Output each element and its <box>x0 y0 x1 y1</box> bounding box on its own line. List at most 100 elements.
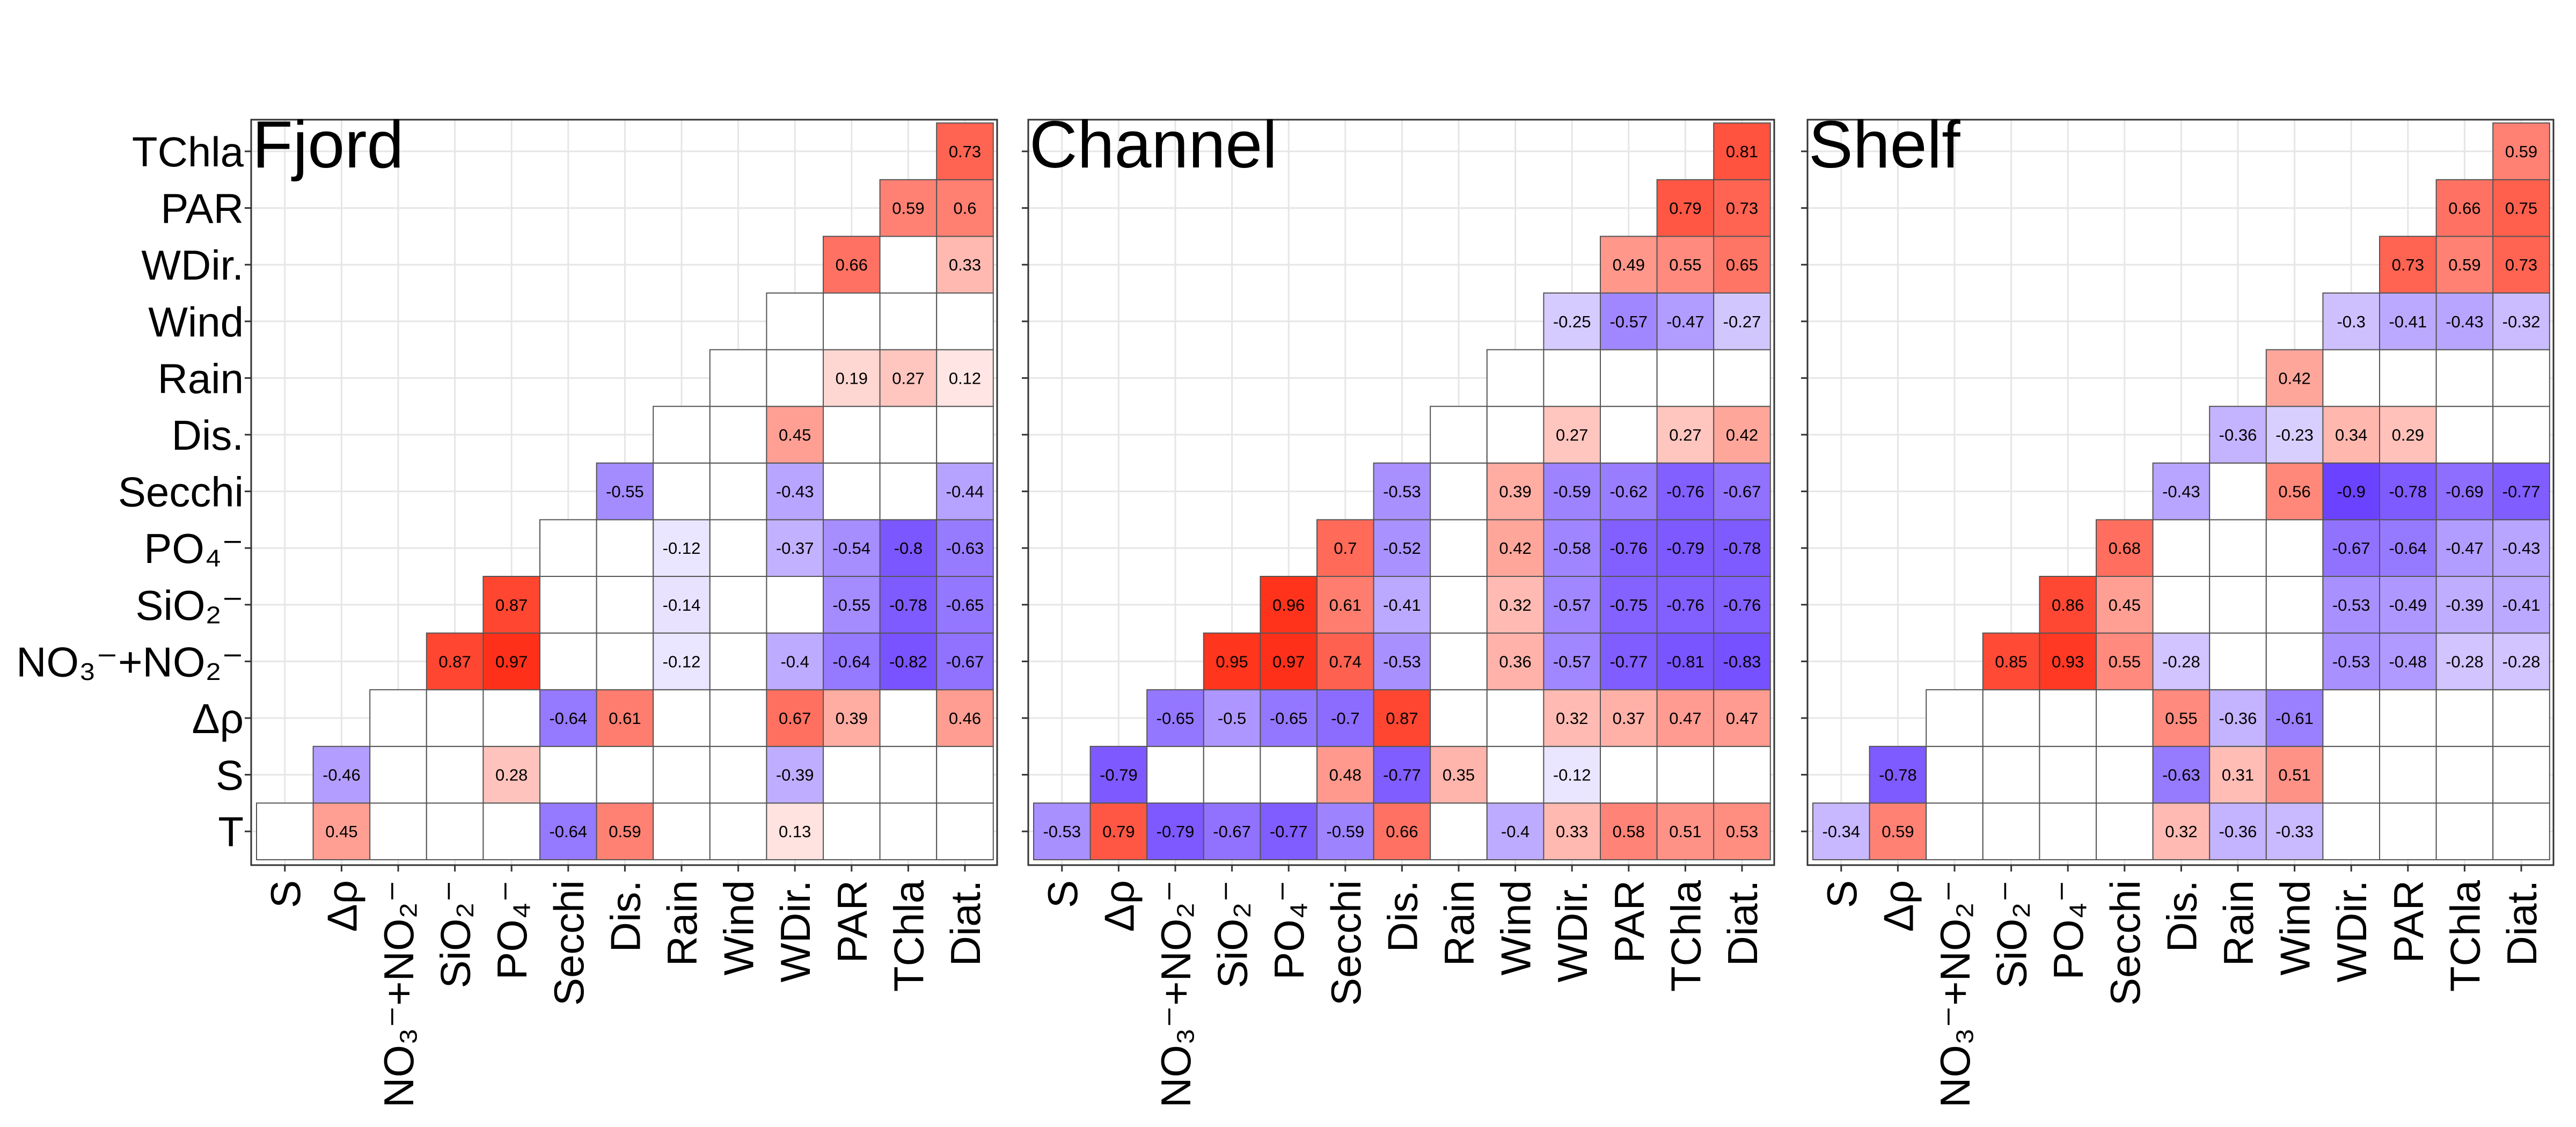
correlation-cell <box>1486 632 1545 691</box>
cell-value-label: -0.34 <box>1822 822 1860 841</box>
empty-cell <box>709 519 767 577</box>
correlation-cell <box>1316 632 1374 691</box>
cell-value-label: -0.59 <box>1553 482 1591 501</box>
cell-value-label: -0.77 <box>1609 652 1648 671</box>
empty-cell <box>2492 802 2550 861</box>
cell-value-label: 0.32 <box>1556 709 1588 728</box>
cell-value-label: 0.13 <box>779 822 811 841</box>
correlation-cell <box>312 745 371 804</box>
panel-shelf: -0.34 0.59 0.32 -0.36 -0.33 -0.78 -0.63 0.31 0.5… <box>1801 108 2555 1108</box>
x-axis-label: WDir. <box>2328 880 2375 983</box>
empty-cell <box>1430 576 1488 634</box>
correlation-cell <box>2152 462 2211 521</box>
cell-value-label: -0.4 <box>1501 822 1529 841</box>
empty-cell <box>1486 349 1545 407</box>
correlation-cell <box>653 519 711 577</box>
cell-value-label: -0.65 <box>1157 709 1195 728</box>
x-axis-label: S <box>1818 880 1865 908</box>
cell-value-label: -0.79 <box>1666 539 1704 558</box>
correlation-cell <box>1543 462 1601 521</box>
empty-cell <box>596 576 654 634</box>
cell-value-label: -0.55 <box>832 596 870 614</box>
correlation-cell <box>2322 462 2380 521</box>
empty-cell <box>709 802 767 861</box>
empty-cell <box>2379 349 2437 407</box>
cell-value-label: -0.36 <box>2219 822 2257 841</box>
correlation-cell <box>1089 745 1148 804</box>
cell-value-label: -0.12 <box>663 539 701 558</box>
empty-cell <box>936 802 994 861</box>
empty-cell <box>766 292 824 350</box>
correlation-cell <box>2379 519 2437 577</box>
empty-cell <box>1486 745 1545 804</box>
x-axis-label: Rain <box>2215 880 2262 966</box>
empty-cell <box>426 745 484 804</box>
correlation-cell <box>823 236 881 294</box>
correlation-cell <box>1713 122 1771 180</box>
cell-value-label: -0.25 <box>1553 312 1591 331</box>
correlation-cell <box>1713 689 1771 747</box>
cell-value-label: -0.44 <box>946 482 984 501</box>
cell-value-label: -0.63 <box>946 539 984 558</box>
correlation-cell <box>936 236 994 294</box>
correlation-cell <box>1713 576 1771 634</box>
panel-fjord: 0.45 -0.64 0.59 0.13 -0.46 0.28 -0.39 -0.64 0.61… <box>245 108 998 1108</box>
cell-value-label: 0.32 <box>2165 822 2197 841</box>
cell-value-label: -0.57 <box>1553 652 1591 671</box>
correlation-cell <box>2265 745 2324 804</box>
cell-value-label: -0.8 <box>894 539 923 558</box>
cell-value-label: 0.97 <box>495 652 528 671</box>
cell-value-label: 0.65 <box>1726 255 1758 274</box>
empty-cell <box>2322 689 2380 747</box>
cell-value-label: -0.36 <box>2219 426 2257 444</box>
empty-cell <box>823 745 881 804</box>
cell-value-label: -0.76 <box>1723 596 1761 614</box>
cell-value-label: 0.48 <box>1329 766 1362 785</box>
cell-value-label: -0.63 <box>2162 766 2200 785</box>
empty-cell <box>539 576 597 634</box>
x-axis-label: Wind <box>1492 880 1540 976</box>
correlation-cell <box>1203 689 1261 747</box>
y-axis-label: PO₄⁻ <box>144 525 244 572</box>
empty-cell <box>1926 745 1984 804</box>
correlation-cell <box>2492 292 2550 350</box>
cell-value-label: 0.42 <box>1499 539 1531 558</box>
x-axis-label: Wind <box>715 880 763 976</box>
cell-value-label: -0.64 <box>549 822 587 841</box>
y-axis-label: SiO₂⁻ <box>136 582 244 629</box>
correlation-cell <box>766 406 824 464</box>
empty-cell <box>766 349 824 407</box>
correlation-cell <box>2492 462 2550 521</box>
cell-value-label: -0.47 <box>2446 539 2484 558</box>
cell-value-label: 0.61 <box>609 709 641 728</box>
cell-value-label: -0.28 <box>2502 652 2541 671</box>
empty-cell <box>1926 689 1984 747</box>
cell-value-label: -0.53 <box>1383 482 1421 501</box>
empty-cell <box>936 406 994 464</box>
correlation-cell <box>1543 802 1601 861</box>
x-axis-label: Δρ <box>318 880 365 932</box>
empty-cell <box>823 802 881 861</box>
empty-cell <box>709 406 767 464</box>
empty-cell <box>2322 802 2380 861</box>
correlation-cell <box>2322 292 2380 350</box>
cell-value-label: 0.35 <box>1443 766 1475 785</box>
cell-value-label: -0.41 <box>2502 596 2541 614</box>
correlation-cell <box>1812 802 1870 861</box>
x-axis-label: SiO₂⁻ <box>432 880 479 988</box>
correlation-cell <box>1656 292 1715 350</box>
empty-cell <box>1430 689 1488 747</box>
cell-value-label: -0.78 <box>2389 482 2427 501</box>
empty-cell <box>2209 462 2267 521</box>
correlation-cell <box>2322 406 2380 464</box>
empty-cell <box>1600 745 1658 804</box>
cell-value-label: -0.82 <box>889 652 927 671</box>
empty-cell <box>2209 576 2267 634</box>
cell-value-label: 0.85 <box>1995 652 2027 671</box>
cell-value-label: -0.77 <box>1383 766 1421 785</box>
empty-cell <box>936 745 994 804</box>
x-axis-label: WDir. <box>772 880 819 983</box>
empty-cell <box>823 292 881 350</box>
correlation-cell <box>482 745 541 804</box>
y-axis-label: TChla <box>132 128 244 175</box>
